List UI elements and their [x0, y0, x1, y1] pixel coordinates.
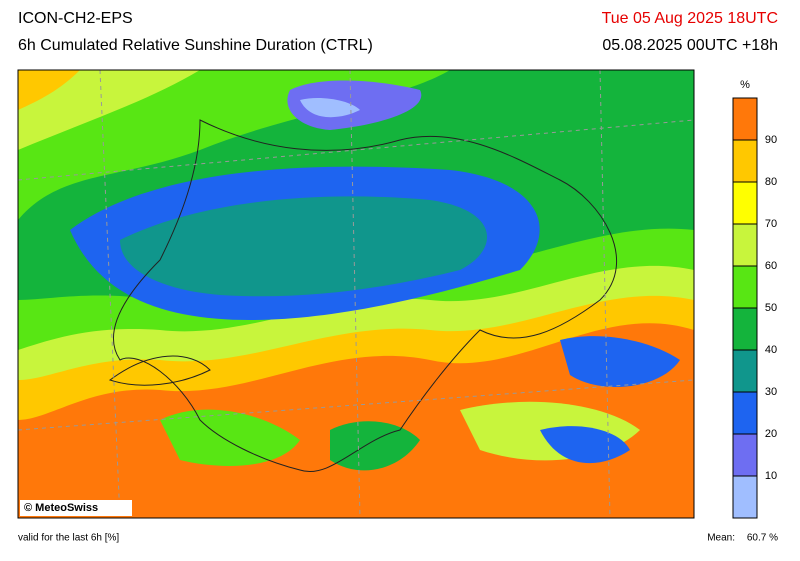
colorbar-box — [732, 139, 758, 183]
colorbar-box — [732, 349, 758, 393]
valid-time: Tue 05 Aug 2025 18UTC — [602, 10, 778, 27]
colorbar-box — [732, 391, 758, 435]
colorbar-tick-label: 10 — [765, 470, 777, 482]
mean-value: 60.7 % — [747, 533, 778, 544]
product-title: 6h Cumulated Relative Sunshine Duration … — [18, 37, 373, 54]
map-credit: © MeteoSwiss — [24, 502, 98, 514]
colorbar-tick-label: 90 — [765, 134, 777, 146]
colorbar-tick-label: 20 — [765, 428, 777, 440]
colorbar: % 10 20 30 40 50 60 70 80 90 — [732, 79, 777, 519]
map: © MeteoSwiss — [17, 69, 695, 519]
colorbar-box — [732, 433, 758, 477]
colorbar-box — [732, 265, 758, 309]
colorbar-box — [732, 181, 758, 225]
footer-note: valid for the last 6h [%] — [18, 533, 119, 544]
colorbar-tick-label: 60 — [765, 260, 777, 272]
colorbar-tick-label: 40 — [765, 344, 777, 356]
colorbar-tick-label: 50 — [765, 302, 777, 314]
colorbar-unit: % — [740, 79, 750, 91]
model-name: ICON-CH2-EPS — [18, 10, 133, 27]
colorbar-frame — [732, 97, 758, 519]
colorbar-box — [732, 307, 758, 351]
colorbar-tick-label: 80 — [765, 176, 777, 188]
colorbar-box — [732, 475, 758, 519]
colorbar-tick-label: 30 — [765, 386, 777, 398]
colorbar-box — [732, 223, 758, 267]
mean-label: Mean: — [707, 533, 735, 544]
run-time: 05.08.2025 00UTC +18h — [602, 37, 778, 54]
colorbar-tick-label: 70 — [765, 218, 777, 230]
colorbar-box — [732, 97, 758, 141]
